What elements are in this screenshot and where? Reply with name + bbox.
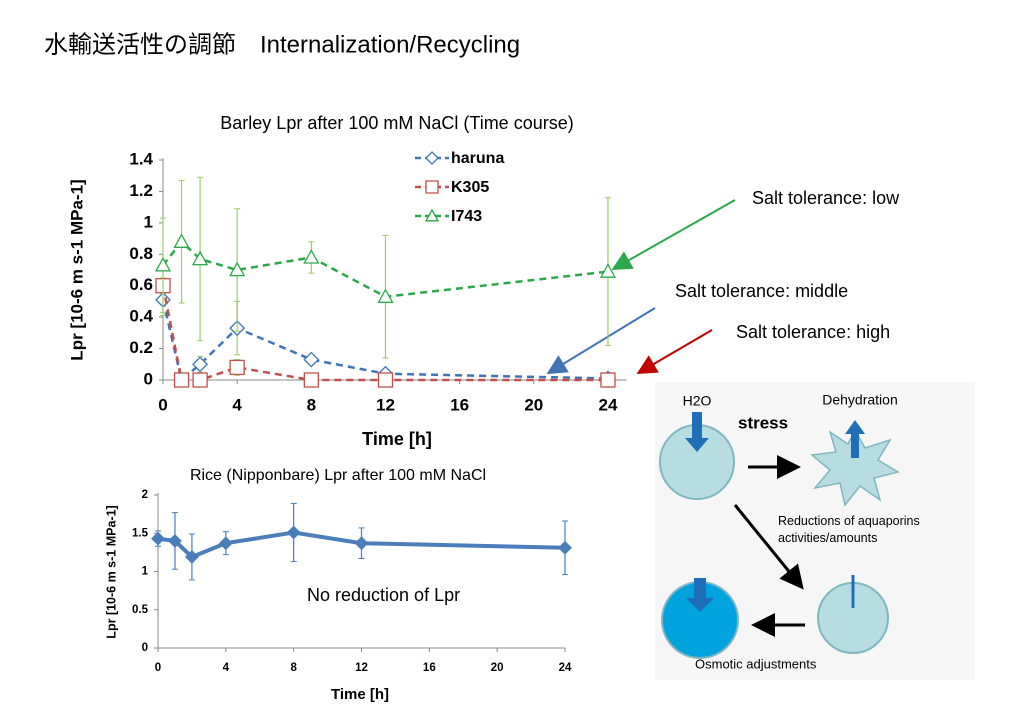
point bbox=[173, 233, 190, 248]
point bbox=[229, 359, 245, 376]
legend-label: haruna bbox=[451, 150, 504, 167]
legend-marker bbox=[424, 208, 440, 222]
y-tick-label: 1 bbox=[144, 212, 153, 231]
y-axis-label: Lpr [10-6 m s-1 MPa-1] bbox=[104, 505, 118, 638]
x-axis-label: Time [h] bbox=[331, 686, 389, 703]
legend-label: I743 bbox=[451, 208, 482, 225]
diagram: H2O stress Dehydration Reductions of aqu… bbox=[655, 382, 975, 680]
x-tick-label: 8 bbox=[290, 662, 297, 674]
water-arrow bbox=[694, 578, 706, 600]
shrunk-cell bbox=[810, 428, 900, 507]
y-axis-label: Lpr [10-6 m s-1 MPa-1] bbox=[67, 179, 86, 360]
y-tick-label: 0.4 bbox=[129, 307, 153, 326]
point bbox=[303, 351, 320, 368]
slide-title: 水輸送活性の調節 Internalization/Recycling bbox=[44, 31, 520, 58]
point bbox=[303, 372, 319, 388]
y-tick-label: 0 bbox=[142, 642, 148, 654]
arrow bbox=[636, 329, 713, 375]
point bbox=[377, 372, 394, 388]
y-tick-label: 0.5 bbox=[132, 604, 149, 616]
point bbox=[154, 256, 172, 272]
point bbox=[303, 249, 320, 264]
annotation: Salt tolerance: low bbox=[752, 188, 900, 208]
x-tick-label: 16 bbox=[450, 395, 469, 414]
x-tick-label: 20 bbox=[491, 662, 504, 674]
y-tick-label: 0.8 bbox=[129, 244, 153, 263]
x-tick-label: 20 bbox=[524, 395, 543, 414]
x-tick-label: 24 bbox=[559, 662, 572, 674]
water-arrow bbox=[685, 438, 709, 452]
point bbox=[151, 531, 165, 546]
water-out-arrow bbox=[851, 432, 859, 458]
legend-marker bbox=[425, 180, 439, 194]
y-tick-label: 0.2 bbox=[129, 338, 153, 357]
x-tick-label: 24 bbox=[598, 395, 617, 414]
point bbox=[600, 372, 616, 388]
y-tick-label: 0.6 bbox=[129, 275, 153, 294]
water-out-arrow bbox=[845, 420, 865, 434]
point bbox=[377, 288, 394, 303]
x-tick-label: 0 bbox=[158, 395, 167, 414]
chart-title: Barley Lpr after 100 mM NaCl (Time cours… bbox=[220, 113, 573, 133]
legend-label: K305 bbox=[451, 179, 489, 196]
x-tick-label: 4 bbox=[232, 395, 242, 414]
water-label: H2O bbox=[683, 393, 712, 409]
point bbox=[192, 372, 208, 388]
y-tick-label: 1.2 bbox=[129, 181, 153, 200]
point bbox=[558, 540, 572, 555]
annotation: No reduction of Lpr bbox=[307, 585, 460, 605]
x-tick-label: 0 bbox=[155, 662, 161, 674]
y-tick-label: 1.4 bbox=[129, 149, 153, 168]
y-tick-label: 1 bbox=[142, 566, 149, 578]
x-tick-label: 4 bbox=[223, 662, 230, 674]
arrow bbox=[546, 307, 656, 375]
chart-title: Rice (Nipponbare) Lpr after 100 mM NaCl bbox=[190, 467, 486, 484]
dehydration-label: Dehydration bbox=[822, 392, 898, 408]
x-axis-label: Time [h] bbox=[362, 429, 432, 449]
annotation: Salt tolerance: high bbox=[736, 322, 890, 342]
point bbox=[184, 550, 199, 564]
arrow bbox=[733, 504, 804, 590]
stress-label: stress bbox=[738, 413, 788, 432]
y-tick-label: 2 bbox=[142, 489, 148, 501]
point bbox=[229, 261, 246, 277]
point bbox=[218, 536, 233, 551]
x-tick-label: 8 bbox=[307, 395, 316, 414]
point bbox=[168, 533, 182, 548]
y-tick-label: 0 bbox=[144, 369, 153, 388]
water-arrow bbox=[692, 412, 702, 440]
legend-marker bbox=[425, 151, 439, 165]
reduction-label: Reductions of aquaporins activities/amoun… bbox=[778, 514, 920, 545]
water-arrow bbox=[686, 598, 714, 612]
arrow bbox=[611, 199, 736, 270]
point bbox=[191, 250, 209, 266]
point bbox=[354, 536, 369, 551]
y-tick-label: 1.5 bbox=[132, 527, 149, 539]
point bbox=[173, 372, 190, 388]
annotation: Salt tolerance: middle bbox=[675, 281, 848, 301]
x-tick-label: 12 bbox=[355, 662, 368, 674]
x-tick-label: 12 bbox=[376, 395, 395, 414]
point bbox=[286, 525, 301, 540]
x-tick-label: 16 bbox=[423, 662, 436, 674]
chart: Rice (Nipponbare) Lpr after 100 mM NaCl 0… bbox=[104, 467, 572, 703]
chart: Barley Lpr after 100 mM NaCl (Time cours… bbox=[67, 113, 900, 449]
point bbox=[599, 263, 617, 278]
point bbox=[192, 356, 208, 373]
osmotic-label: Osmotic adjustments bbox=[695, 656, 817, 671]
